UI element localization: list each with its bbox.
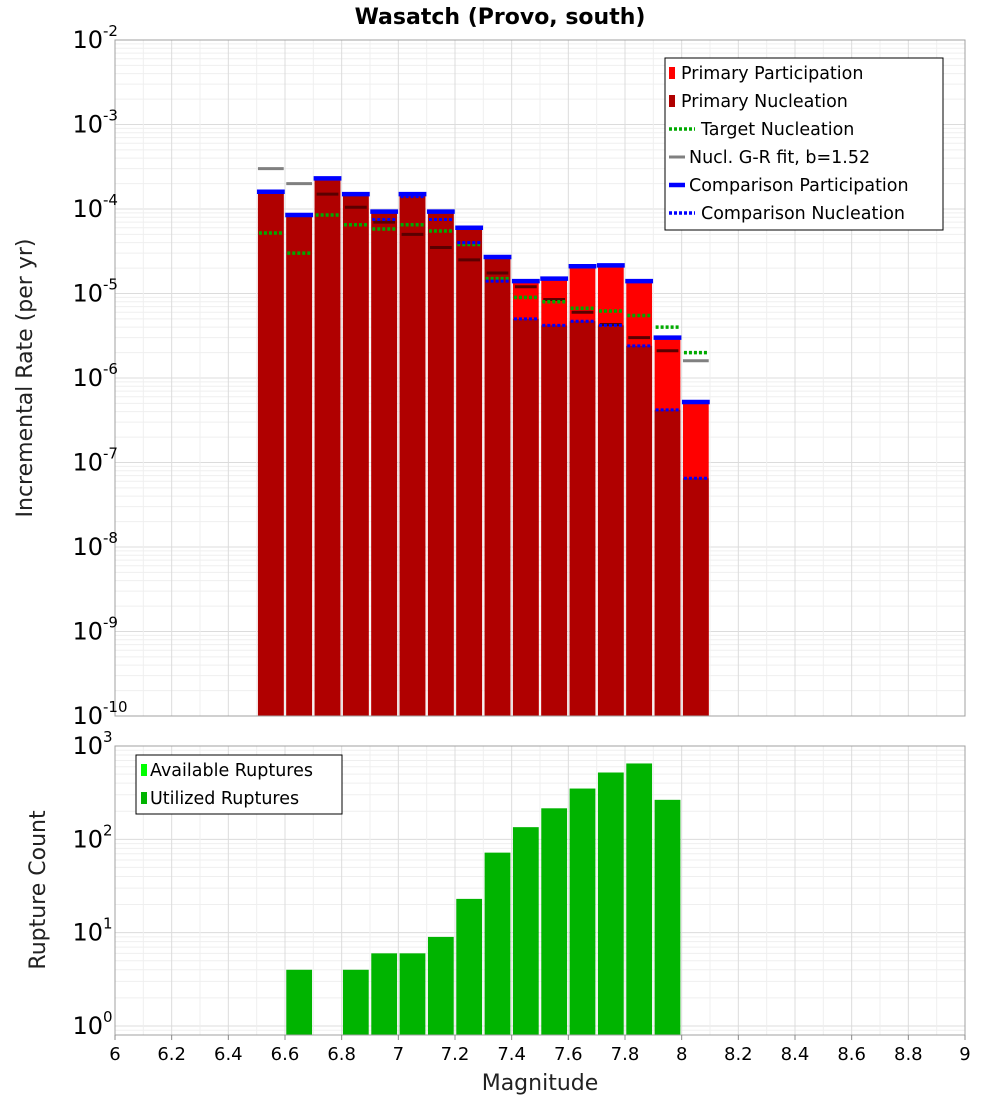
legend-label: Comparison Nucleation: [701, 204, 905, 224]
legend-label: Comparison Participation: [689, 176, 909, 196]
rate-y-tick-label: 10: [72, 195, 103, 223]
nucleation-bar: [427, 211, 454, 716]
x-tick-label: 6.6: [271, 1044, 300, 1065]
nucleation-bar: [257, 191, 284, 717]
rate-y-tick-exponent: -9: [103, 614, 118, 632]
nucleation-bar: [682, 478, 709, 716]
x-tick-label: 7.8: [611, 1044, 640, 1065]
rupture-count-bar: [512, 827, 539, 1035]
nucleation-bar: [371, 211, 398, 716]
count-y-tick-label: 10: [72, 1012, 103, 1040]
x-tick-label: 7.2: [441, 1044, 470, 1065]
x-tick-label: 9: [959, 1044, 970, 1065]
count-y-tick-label: 10: [72, 732, 103, 760]
count-y-tick-exponent: 0: [103, 1008, 113, 1026]
count-y-tick-exponent: 1: [103, 915, 113, 933]
nucleation-bar: [654, 409, 681, 716]
x-tick-label: 7: [393, 1044, 404, 1065]
count-y-tick-exponent: 2: [103, 821, 113, 839]
x-tick-label: 6.2: [157, 1044, 186, 1065]
nucleation-bar: [314, 178, 341, 717]
rupture-count-bar: [371, 953, 398, 1035]
count-y-tick-label: 10: [72, 919, 103, 947]
legend-label: Available Ruptures: [150, 761, 313, 781]
rate-legend: [664, 57, 944, 231]
x-tick-label: 7.4: [497, 1044, 526, 1065]
top-y-axis-label: Incremental Rate (per yr): [13, 239, 38, 518]
rate-y-tick-exponent: -7: [103, 445, 118, 463]
x-tick-label: 8.6: [837, 1044, 866, 1065]
rupture-count-bar: [399, 953, 426, 1035]
nucleation-bar: [286, 214, 313, 716]
x-tick-label: 6.4: [214, 1044, 243, 1065]
count-y-tick-exponent: 3: [103, 728, 113, 746]
rate-y-tick-label: 10: [72, 26, 103, 54]
nucleation-bar: [456, 227, 483, 716]
count-legend: [135, 754, 343, 815]
legend-swatch: [141, 764, 147, 776]
rupture-count-bar: [427, 936, 454, 1035]
x-tick-label: 7.6: [554, 1044, 583, 1065]
legend-swatch: [669, 95, 675, 107]
legend-label: Utilized Ruptures: [150, 789, 299, 809]
rate-y-tick-exponent: -2: [103, 22, 118, 40]
rate-y-tick-exponent: -4: [103, 191, 118, 209]
rupture-count-bar: [342, 969, 369, 1035]
nucleation-bar: [399, 194, 426, 716]
legend-swatch: [141, 792, 147, 804]
rupture-count-bar: [484, 852, 511, 1035]
nucleation-bar: [484, 257, 511, 716]
rupture-count-bar: [286, 969, 313, 1035]
rate-y-tick-label: 10: [72, 702, 103, 730]
nucleation-bar: [597, 325, 624, 716]
x-tick-label: 8.2: [724, 1044, 753, 1065]
rate-y-tick-exponent: -3: [103, 107, 118, 125]
x-tick-label: 6: [109, 1044, 120, 1065]
rate-y-tick-label: 10: [72, 449, 103, 477]
rate-y-tick-label: 10: [72, 618, 103, 646]
nucleation-bar: [342, 194, 369, 716]
rate-y-tick-label: 10: [72, 364, 103, 392]
rate-y-tick-label: 10: [72, 280, 103, 308]
chart-title: Wasatch (Provo, south): [355, 5, 646, 30]
legend-swatch: [669, 67, 675, 79]
rate-plot-frame: [114, 39, 966, 717]
rate-y-tick-label: 10: [72, 111, 103, 139]
legend-label: Primary Nucleation: [681, 92, 848, 112]
rupture-count-bar: [569, 788, 596, 1035]
nucleation-bar: [569, 321, 596, 716]
rate-y-tick-exponent: -8: [103, 529, 118, 547]
rate-y-tick-exponent: -10: [103, 698, 128, 716]
legend-label: Primary Participation: [681, 64, 863, 84]
x-tick-label: 8.4: [781, 1044, 810, 1065]
count-plot-frame: [114, 745, 966, 1036]
nucleation-bar: [541, 325, 568, 716]
x-axis-label: Magnitude: [482, 1071, 599, 1096]
bottom-y-axis-label: Rupture Count: [26, 810, 51, 970]
nucleation-bar: [626, 345, 653, 716]
rate-y-tick-label: 10: [72, 533, 103, 561]
x-tick-label: 8: [676, 1044, 687, 1065]
nucleation-bar: [512, 318, 539, 716]
rupture-count-bar: [541, 808, 568, 1035]
legend-label: Nucl. G-R fit, b=1.52: [689, 148, 870, 168]
rupture-count-bar: [626, 763, 653, 1035]
x-tick-label: 8.8: [894, 1044, 923, 1065]
rate-y-tick-exponent: -5: [103, 276, 118, 294]
count-y-tick-label: 10: [72, 825, 103, 853]
rate-y-tick-exponent: -6: [103, 360, 118, 378]
legend-label: Target Nucleation: [700, 120, 854, 140]
x-tick-label: 6.8: [327, 1044, 356, 1065]
rupture-count-bar: [654, 799, 681, 1035]
rupture-count-bar: [456, 898, 483, 1035]
rupture-count-bar: [597, 772, 624, 1035]
